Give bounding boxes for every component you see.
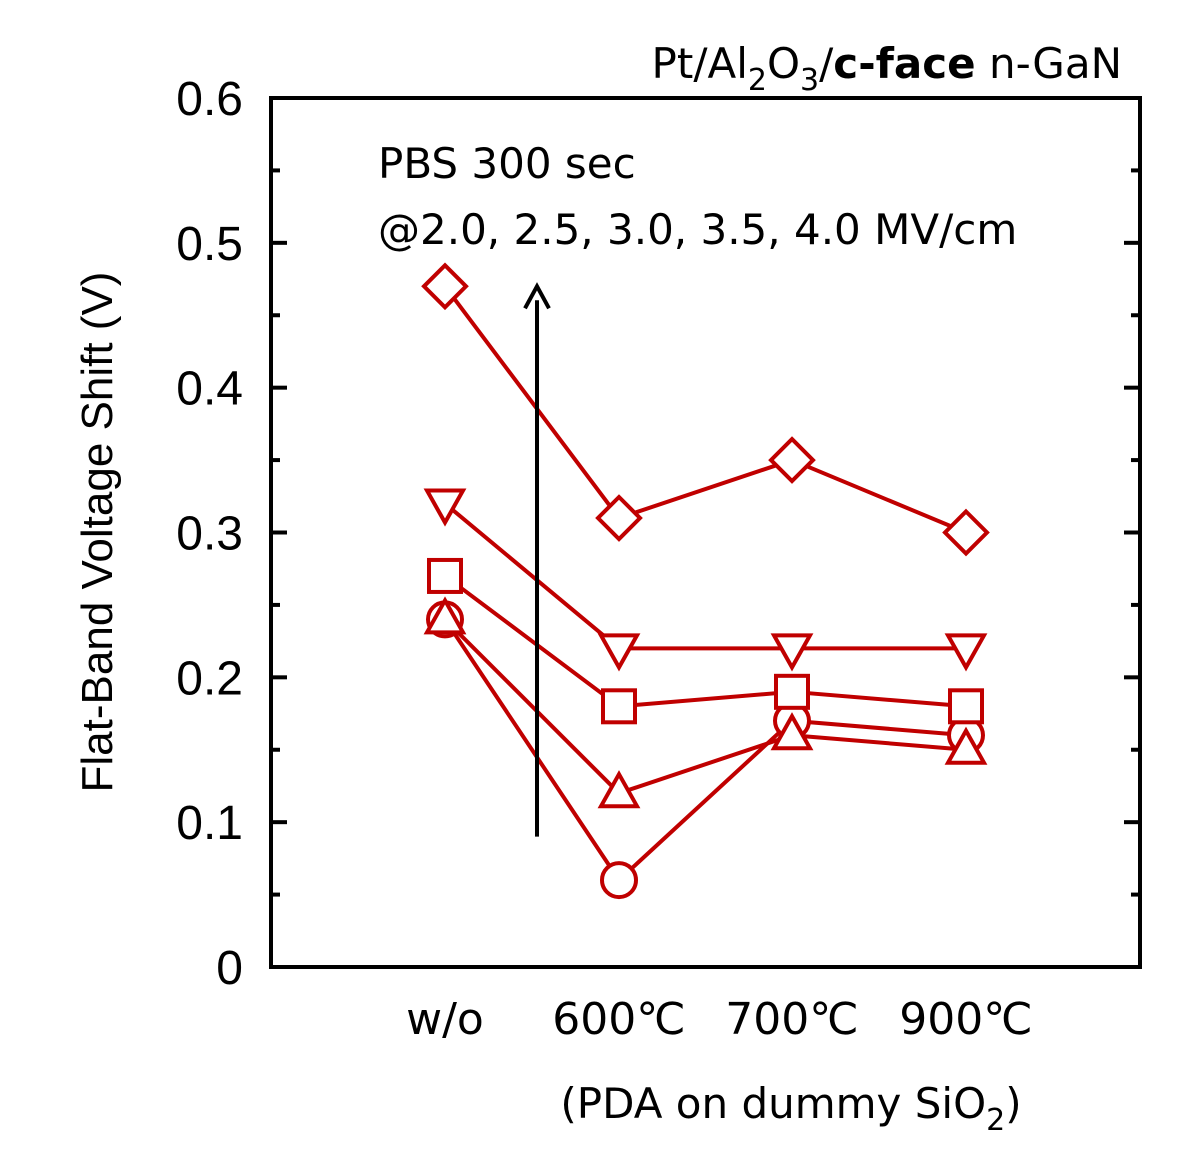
arrow-head (523, 282, 551, 310)
data-point-triangle-down (770, 633, 814, 672)
series-line-square (443, 574, 967, 709)
data-point-square (601, 688, 637, 725)
series-line-diamond (443, 285, 967, 535)
data-point-square (427, 557, 463, 594)
x-tick-label: 600℃ (552, 994, 685, 1045)
annotation-pbs-time: PBS 300 sec (378, 139, 636, 188)
annotation-field-values: @2.0, 2.5, 3.0, 3.5, 4.0 MV/cm (378, 205, 1017, 254)
series-line-triangle-down (443, 501, 966, 651)
x-axis-label: (PDA on dummy SiO2) (560, 1079, 1021, 1138)
data-point-diamond (595, 494, 643, 542)
data-point-diamond (942, 508, 990, 557)
data-point-triangle-up (770, 712, 814, 751)
y-tick-label: 0.6 (176, 73, 243, 126)
series-layer (421, 262, 990, 900)
x-tick-label: w/o (406, 994, 484, 1045)
plot-frame (269, 96, 1142, 969)
chart-title: Pt/Al2O3/c-face n-GaN (652, 39, 1122, 98)
data-point-circle (600, 861, 638, 900)
data-point-diamond (421, 262, 469, 311)
data-point-triangle-up (944, 726, 988, 765)
x-tick-label: 700℃ (725, 994, 858, 1045)
annotation-arrow (523, 282, 551, 837)
data-point-triangle-down (423, 488, 467, 527)
y-tick-label: 0.5 (176, 218, 243, 271)
y-tick-label: 0.3 (176, 508, 243, 561)
y-axis-ticks: 0 0.1 0.2 0.3 0.4 0.5 0.6 (176, 73, 1140, 995)
x-tick-label: 900℃ (899, 994, 1032, 1045)
series-line-triangle-up (443, 617, 967, 796)
data-point-triangle-up (423, 596, 467, 635)
y-tick-label: 0.4 (176, 363, 243, 416)
data-point-triangle-up (597, 770, 641, 809)
data-point-square (774, 673, 810, 710)
data-point-square (948, 688, 984, 725)
y-tick-label: 0.1 (176, 797, 243, 850)
data-point-triangle-down (597, 633, 641, 672)
data-point-triangle-down (944, 633, 988, 672)
x-axis-ticks: w/o 600℃ 700℃ 900℃ (406, 994, 1033, 1045)
y-tick-label: 0 (216, 942, 243, 995)
y-axis-label: Flat-Band Voltage Shift (V) (73, 272, 122, 793)
y-tick-label: 0.2 (176, 652, 243, 705)
data-point-diamond (768, 436, 816, 484)
series-line-circle (443, 618, 967, 883)
